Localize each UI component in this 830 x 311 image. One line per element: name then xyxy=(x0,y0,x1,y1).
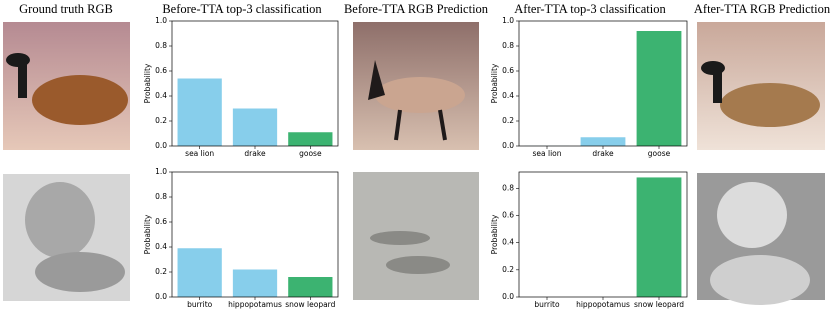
column-title: After-TTA top-3 classification xyxy=(514,2,666,16)
y-tick-label: 0.4 xyxy=(155,91,167,100)
column-title: Ground truth RGB xyxy=(19,2,113,16)
bar xyxy=(288,132,333,146)
y-tick-label: 0.4 xyxy=(155,242,167,251)
x-tick-label: goose xyxy=(299,149,322,158)
axes-frame xyxy=(171,20,339,147)
axes-frame xyxy=(171,171,339,298)
x-tick-label: hippopotamus xyxy=(228,300,282,309)
bar xyxy=(636,31,682,146)
column-title: After-TTA RGB Prediction xyxy=(694,2,830,16)
x-tick-label: hippopotamus xyxy=(576,300,630,309)
y-tick-label: 0.8 xyxy=(502,183,514,192)
y-tick-label: 1.0 xyxy=(155,167,167,176)
image xyxy=(353,172,479,300)
image xyxy=(3,22,130,150)
y-tick-label: 0.4 xyxy=(502,91,514,100)
x-tick-label: sea lion xyxy=(185,149,214,158)
image xyxy=(697,173,825,305)
y-axis-label: Probability xyxy=(143,63,152,103)
bar xyxy=(232,108,278,146)
image xyxy=(3,174,130,301)
y-tick-label: 0.2 xyxy=(155,267,167,276)
bar xyxy=(580,137,626,146)
x-tick-label: drake xyxy=(244,149,266,158)
y-tick-label: 0.2 xyxy=(502,116,514,125)
x-tick-label: goose xyxy=(648,149,671,158)
y-tick-label: 0.6 xyxy=(155,66,167,75)
axes-frame xyxy=(518,20,688,147)
y-axis-label: Probability xyxy=(143,214,152,254)
x-tick-label: burrito xyxy=(534,300,560,309)
y-tick-label: 1.0 xyxy=(155,16,167,25)
y-tick-label: 0.0 xyxy=(155,141,167,150)
y-tick-label: 0.8 xyxy=(155,192,167,201)
y-tick-label: 0.0 xyxy=(502,292,514,301)
image xyxy=(353,22,479,150)
x-tick-label: snow leopard xyxy=(285,300,335,309)
bar xyxy=(177,78,222,146)
x-tick-label: snow leopard xyxy=(634,300,684,309)
y-tick-label: 0.4 xyxy=(502,238,514,247)
y-tick-label: 0.6 xyxy=(155,217,167,226)
y-tick-label: 0.6 xyxy=(502,66,514,75)
y-tick-label: 1.0 xyxy=(502,16,514,25)
y-tick-label: 0.8 xyxy=(155,41,167,50)
y-axis-label: Probability xyxy=(490,214,499,254)
axes-frame xyxy=(518,171,688,298)
bar xyxy=(288,277,333,297)
column-title: Before-TTA RGB Prediction xyxy=(344,2,489,16)
y-tick-label: 0.2 xyxy=(155,116,167,125)
bar xyxy=(232,269,278,297)
bar xyxy=(177,248,222,297)
bar xyxy=(636,177,682,297)
column-title: Before-TTA top-3 classification xyxy=(162,2,322,16)
y-tick-label: 0.6 xyxy=(502,210,514,219)
x-tick-label: burrito xyxy=(187,300,213,309)
image xyxy=(697,22,825,150)
y-tick-label: 0.0 xyxy=(155,292,167,301)
x-tick-label: drake xyxy=(592,149,614,158)
y-axis-label: Probability xyxy=(490,63,499,103)
y-tick-label: 0.0 xyxy=(502,141,514,150)
y-tick-label: 0.2 xyxy=(502,265,514,274)
y-tick-label: 0.8 xyxy=(502,41,514,50)
x-tick-label: sea lion xyxy=(532,149,561,158)
